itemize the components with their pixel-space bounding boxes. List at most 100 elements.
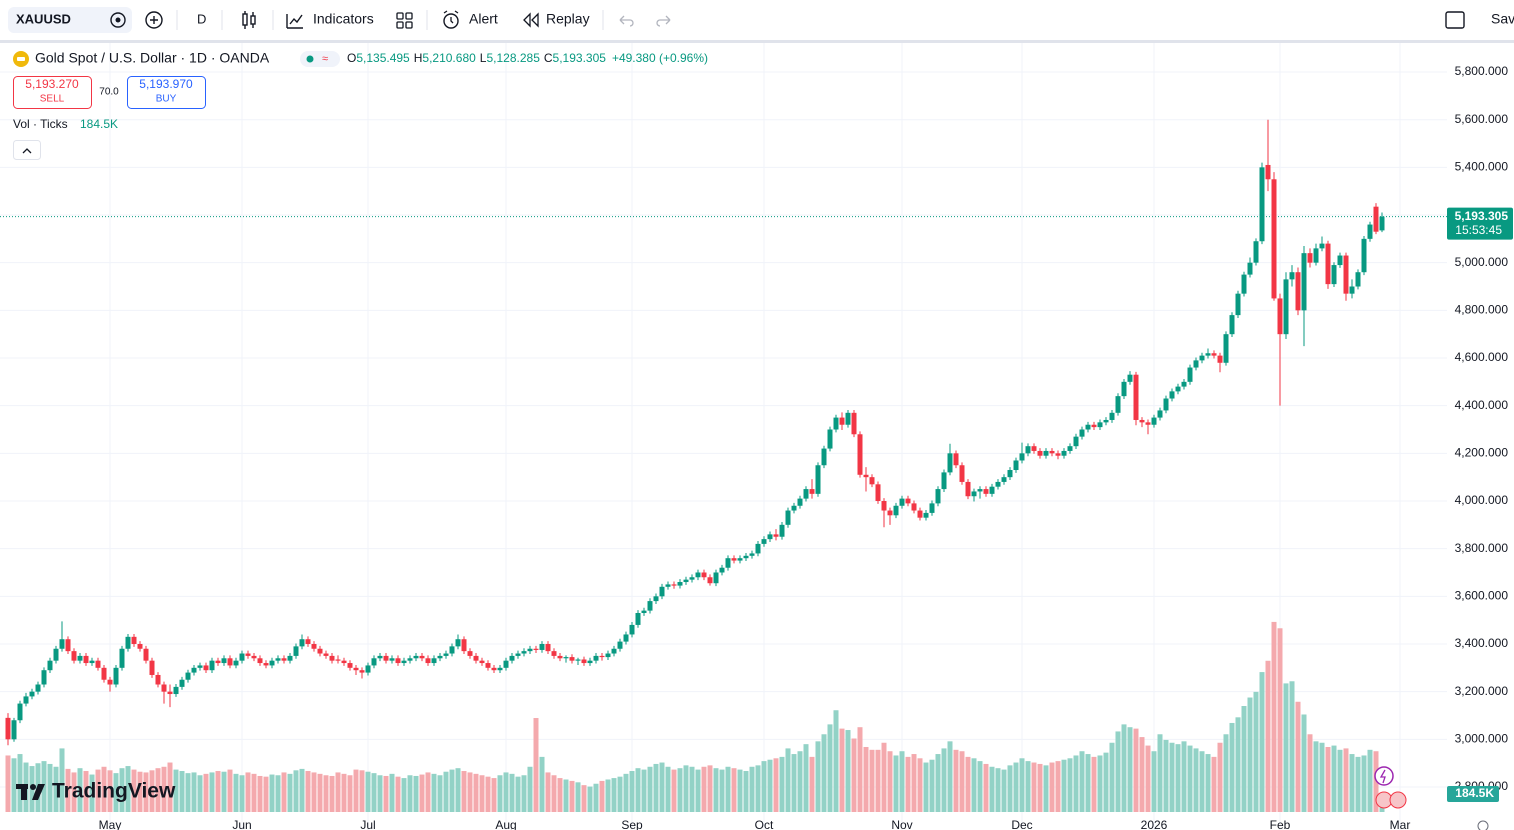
candle-body: [1061, 450, 1067, 456]
candle-body: [251, 655, 257, 659]
candle-body: [923, 512, 929, 518]
chart-type-button[interactable]: [242, 11, 256, 29]
volume-bar: [179, 771, 185, 812]
candle-body: [1001, 477, 1007, 482]
candle-body: [1235, 293, 1241, 316]
low-label: L: [480, 51, 487, 65]
candle-body: [149, 660, 155, 675]
candle-body: [287, 655, 293, 661]
undo-button[interactable]: [619, 15, 634, 27]
candle-body: [515, 653, 521, 656]
candle-body: [1379, 216, 1385, 231]
candle-body: [185, 672, 191, 680]
candle-body: [863, 474, 869, 478]
replay-button[interactable]: Replay: [546, 11, 590, 27]
sell-button[interactable]: [13, 76, 92, 109]
save-button[interactable]: Save: [1491, 11, 1514, 27]
volume-bar: [449, 769, 455, 812]
volume-bar: [335, 772, 341, 812]
volume-bar: [557, 778, 563, 812]
candle-body: [1049, 450, 1055, 454]
candle-body: [335, 659, 341, 661]
volume-bar: [1169, 742, 1175, 812]
volume-bar: [515, 776, 521, 812]
candle-body: [1163, 398, 1169, 411]
candle-body: [1361, 238, 1367, 273]
alert-button[interactable]: Alert: [469, 11, 498, 27]
candle-body: [941, 472, 947, 490]
y-tick-label: 3,200.000: [1455, 684, 1509, 698]
candle-body: [965, 481, 971, 497]
volume-bar: [413, 775, 419, 812]
candle-body: [1013, 460, 1019, 471]
add-symbol-button[interactable]: [145, 11, 163, 29]
candle-body: [305, 639, 311, 644]
toolbar-border: [0, 40, 1514, 43]
volume-bar: [905, 756, 911, 812]
y-tick-label: 4,400.000: [1455, 398, 1509, 412]
volume-bar: [311, 772, 317, 812]
economic-event-flag[interactable]: [1389, 791, 1407, 809]
volume-bar: [725, 766, 731, 812]
candle-body: [617, 641, 623, 649]
volume-bar: [587, 786, 593, 812]
candle-body: [17, 703, 23, 721]
buy-button[interactable]: [127, 76, 206, 109]
candle-body: [311, 643, 317, 649]
volume-bar: [1325, 746, 1331, 812]
candle-body: [1055, 453, 1061, 456]
candle-body: [593, 655, 599, 661]
compare-icon[interactable]: [110, 12, 126, 28]
candle-body: [1265, 164, 1271, 180]
volume-bar: [1037, 763, 1043, 812]
volume-bar: [185, 773, 191, 812]
candle-body: [545, 643, 551, 652]
templates-button[interactable]: [396, 12, 413, 29]
candle-body: [845, 412, 851, 425]
volume-bar: [209, 772, 215, 812]
volume-bar: [995, 768, 1001, 812]
collapse-legend-button[interactable]: [13, 140, 41, 160]
volume-bar: [383, 775, 389, 812]
close-label: C: [544, 51, 553, 65]
events-icon[interactable]: [1374, 766, 1394, 786]
volume-bar: [875, 749, 881, 812]
redo-button[interactable]: [656, 15, 671, 27]
candle-body: [227, 658, 233, 666]
candle-body: [599, 655, 605, 658]
candle-body: [1037, 450, 1043, 456]
candle-body: [365, 665, 371, 673]
volume-bar: [41, 761, 47, 812]
volume-bar: [1121, 724, 1127, 812]
spread: 70.0: [99, 87, 119, 98]
candle-body: [611, 648, 617, 654]
volume-bar: [599, 780, 605, 812]
volume-value: 184.5K: [80, 117, 118, 131]
volume-bar: [527, 766, 533, 812]
symbol[interactable]: XAUUSD: [16, 11, 71, 26]
high-value: 5,210.680: [422, 51, 476, 65]
candle-body: [707, 577, 713, 584]
symbol-search[interactable]: [8, 7, 132, 33]
candle-body: [713, 572, 719, 584]
alert-icon-hands: [443, 10, 459, 24]
candle-body: [407, 658, 413, 661]
indicators-button[interactable]: Indicators: [313, 11, 374, 27]
volume-bar: [563, 779, 569, 812]
volume-bar: [11, 758, 17, 812]
volume-bar: [1199, 751, 1205, 812]
candle-body: [449, 646, 455, 654]
volume-bar: [167, 762, 173, 812]
volume-bar: [233, 773, 239, 812]
candle-body: [563, 657, 569, 659]
settings-button[interactable]: [1477, 820, 1489, 830]
interval-button[interactable]: D: [197, 11, 206, 26]
volume-bar: [107, 770, 113, 812]
market-status[interactable]: [300, 51, 340, 67]
volume-bar: [53, 766, 59, 812]
layout-button[interactable]: [1445, 11, 1465, 29]
candle-body: [233, 660, 239, 666]
volume-bar: [203, 773, 209, 812]
candle-body: [1229, 315, 1235, 335]
volume-bar: [683, 765, 689, 812]
